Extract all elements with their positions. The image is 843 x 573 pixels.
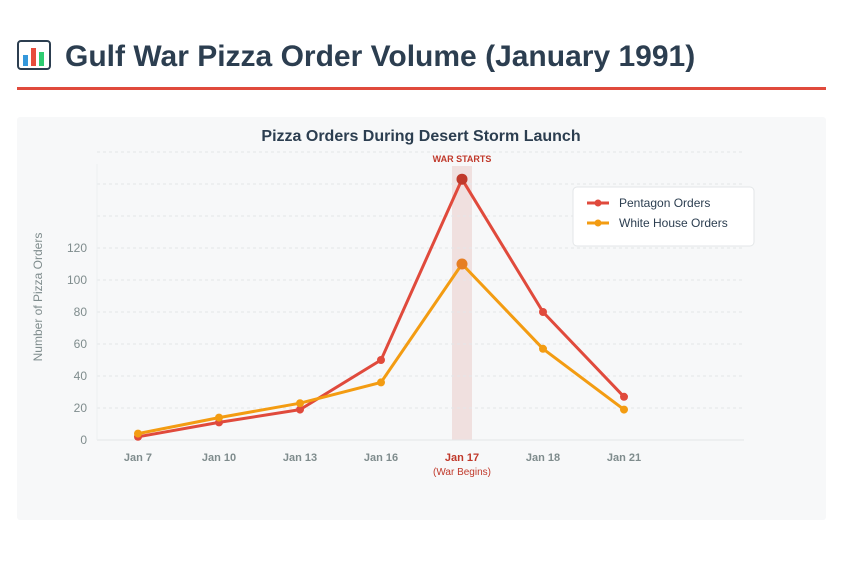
- data-point: [377, 378, 385, 387]
- legend-swatch-point: [594, 199, 602, 207]
- chart-title: Pizza Orders During Desert Storm Launch: [261, 128, 580, 145]
- legend-label: Pentagon Orders: [619, 196, 710, 210]
- x-tick-label: Jan 18: [526, 452, 560, 464]
- data-point: [377, 356, 385, 364]
- y-tick-label: 40: [74, 369, 88, 383]
- x-tick-label: Jan 13: [283, 452, 317, 464]
- legend-box: [572, 186, 755, 247]
- line-chart: Pizza Orders During Desert Storm Launch …: [31, 128, 755, 478]
- x-tick-label: Jan 17: [445, 452, 479, 464]
- highlight-band: [452, 166, 472, 440]
- data-point: [620, 405, 628, 414]
- y-tick-label: 120: [67, 241, 87, 255]
- x-tick-label: Jan 7: [124, 452, 152, 464]
- data-point: [539, 344, 547, 353]
- data-point: [456, 173, 468, 185]
- page-header: Gulf War Pizza Order Volume (January 199…: [17, 36, 826, 90]
- page-title: Gulf War Pizza Order Volume (January 199…: [65, 40, 696, 73]
- data-point: [215, 413, 223, 422]
- data-point: [134, 429, 142, 438]
- y-tick-label: 60: [74, 337, 88, 351]
- legend-label: White House Orders: [619, 216, 728, 230]
- x-tick-label: Jan 21: [607, 452, 641, 464]
- data-point: [620, 392, 628, 401]
- bar-chart-icon: [17, 40, 51, 70]
- x-tick-label: Jan 16: [364, 452, 398, 464]
- data-point: [296, 399, 304, 408]
- y-tick-label: 0: [80, 433, 87, 447]
- series-line: [137, 177, 626, 439]
- data-point: [456, 258, 468, 270]
- y-axis-label: Number of Pizza Orders: [31, 233, 45, 362]
- legend-swatch-point: [594, 219, 602, 227]
- data-point: [296, 405, 304, 414]
- y-tick-label: 20: [74, 401, 88, 415]
- chart-panel: Pizza Orders During Desert Storm Launch …: [17, 117, 826, 520]
- highlight-label: WAR STARTS: [433, 154, 492, 164]
- y-tick-label: 80: [74, 305, 88, 319]
- data-point: [539, 308, 547, 316]
- highlight-sublabel: (War Begins): [433, 467, 491, 478]
- x-tick-label: Jan 10: [202, 452, 236, 464]
- y-tick-label: 100: [67, 273, 87, 287]
